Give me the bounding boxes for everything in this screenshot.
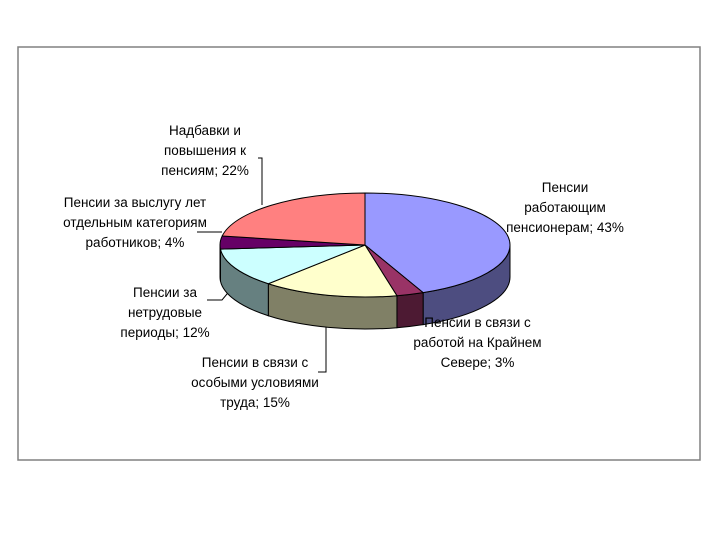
data-label: Пенсии в связи с работой на Крайнем Севе… bbox=[413, 315, 542, 370]
leader-line bbox=[258, 157, 263, 205]
slice-top bbox=[266, 244, 398, 298]
slice-top bbox=[221, 192, 366, 246]
leader-lines bbox=[197, 157, 327, 373]
pie-slice bbox=[364, 192, 511, 326]
data-label: Пенсии за нетрудовые периоды; 12% bbox=[120, 285, 210, 340]
data-label: Пенсии за выслугу лет отдельным категори… bbox=[63, 195, 207, 250]
data-label: Пенсии работающим пенсионерам; 43% bbox=[506, 180, 624, 235]
leader-line bbox=[318, 312, 327, 373]
slice-top bbox=[364, 192, 511, 294]
pie-slice bbox=[266, 244, 398, 330]
pie-slice bbox=[221, 192, 366, 246]
data-label: Надбавки и повышения к пенсиям; 22% bbox=[161, 123, 249, 178]
data-label: Пенсии в связи с особыми условиями труда… bbox=[191, 355, 319, 410]
pie-slice bbox=[364, 244, 425, 329]
slice-top bbox=[219, 244, 366, 285]
